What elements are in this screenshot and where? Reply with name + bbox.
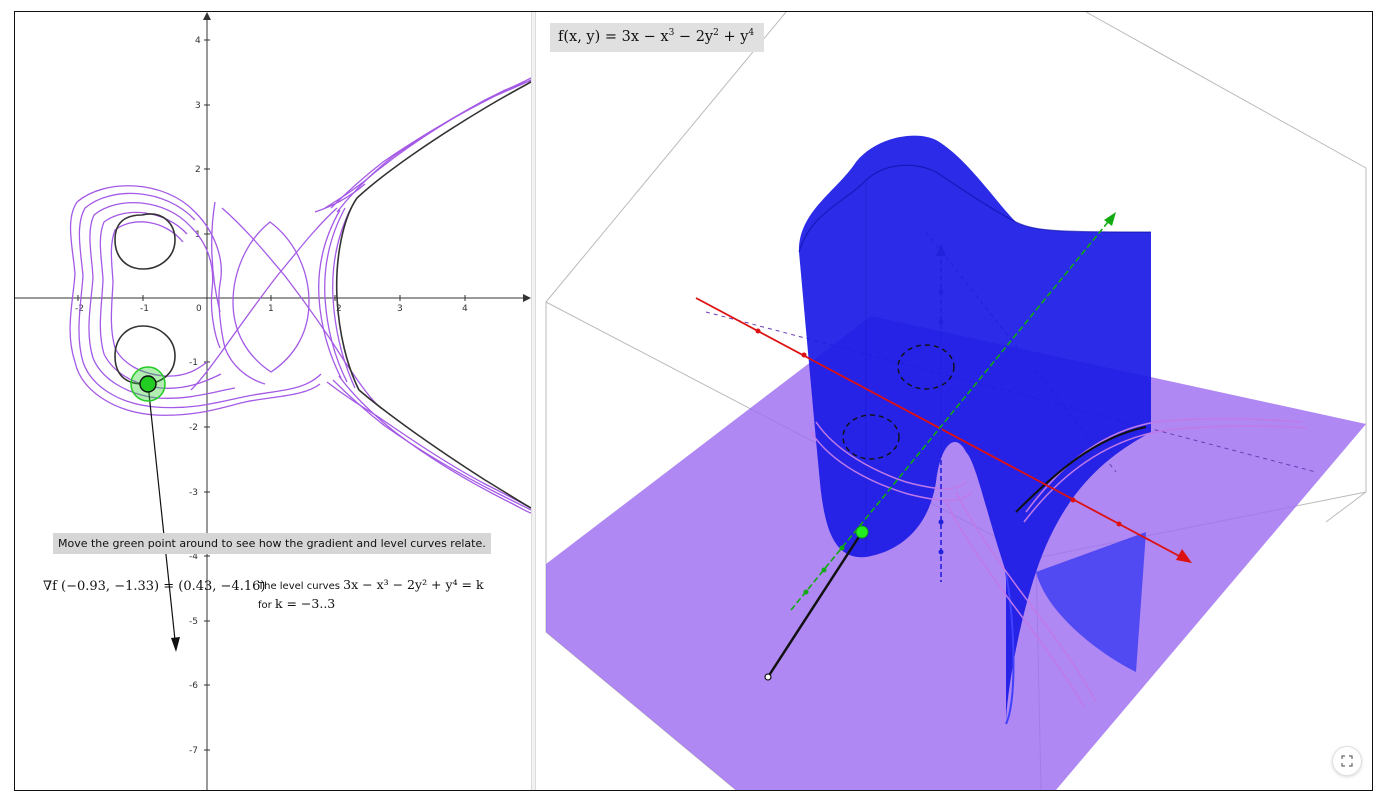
- y-tick-label: -4: [189, 552, 198, 562]
- green-point[interactable]: [130, 366, 166, 402]
- level-curves-caption: The level curves: [258, 581, 340, 592]
- xy-plane: [546, 316, 1366, 790]
- point-projection: [764, 673, 772, 681]
- x-tick-label: 1: [268, 304, 274, 314]
- x-tick-label: 4: [462, 304, 468, 314]
- function-text: + y: [718, 28, 749, 45]
- graphics-2d-canvas[interactable]: -2 -1 0 1 2 3 4 4 3 2 1 -1 -2 -3 -4 -5 -…: [15, 12, 531, 790]
- function-exponent: 2: [713, 28, 719, 38]
- x-tick-label: 3: [397, 304, 403, 314]
- y-tick-label: -5: [189, 617, 198, 627]
- y-tick-label: -7: [189, 746, 198, 756]
- x-tick-label: -1: [140, 304, 149, 314]
- surface-plot: [798, 135, 1152, 725]
- y-tick-label: -2: [189, 423, 198, 433]
- y-tick-label: 4: [195, 36, 201, 46]
- gradient-value: ∇f (−0.93, −1.33) = (0.43, −4.16): [43, 579, 266, 594]
- level-range-value: k = −3..3: [274, 596, 336, 611]
- level-curves-label: The level curves 3x − x³ − 2y² + y⁴ = k: [258, 577, 484, 592]
- point-vertical-line: [766, 531, 864, 678]
- x-tick-label: 2: [336, 304, 342, 314]
- plane-level-curves: [810, 418, 1307, 708]
- instruction-text: Move the green point around to see how t…: [53, 533, 491, 554]
- x-tick-label: 0: [196, 304, 202, 314]
- level-range-label: for k = −3..3: [258, 596, 335, 611]
- function-exponent: 3: [668, 28, 675, 38]
- y-tick-label: 2: [195, 165, 201, 175]
- level-curves-equation: 3x − x³ − 2y² + y⁴ = k: [343, 577, 484, 592]
- level-range-for: for: [258, 600, 272, 611]
- z-axis-3d: [936, 244, 946, 582]
- y-axis-3d: [790, 212, 1116, 611]
- y-tick-label: -6: [189, 681, 198, 691]
- function-definition: f(x, y) = 3x − x3 − 2y2 + y4: [550, 23, 765, 52]
- fullscreen-button[interactable]: [1332, 746, 1362, 776]
- graphics-3d-canvas[interactable]: [536, 12, 1373, 790]
- expand-icon: [1341, 755, 1353, 767]
- y-tick-label: 3: [195, 101, 201, 111]
- plane-level-curve-zero: [1015, 426, 1147, 513]
- function-exponent: 4: [748, 28, 755, 38]
- y-tick-label: -1: [189, 358, 198, 368]
- axes-2d: [15, 12, 531, 790]
- view-divider[interactable]: [531, 12, 536, 790]
- graphics-view-2d[interactable]: -2 -1 0 1 2 3 4 4 3 2 1 -1 -2 -3 -4 -5 -…: [15, 12, 531, 790]
- function-text: − 2y: [674, 28, 714, 45]
- function-text: f(x, y) = 3x − x: [558, 28, 669, 45]
- level-curves: [69, 77, 531, 514]
- hidden-contours: [842, 344, 955, 460]
- surface-point[interactable]: [855, 525, 869, 539]
- highlighted-level-curve: [114, 81, 531, 509]
- y-tick-label: -3: [189, 488, 198, 498]
- gradient-vector: [147, 383, 180, 652]
- applet-frame: -2 -1 0 1 2 3 4 4 3 2 1 -1 -2 -3 -4 -5 -…: [14, 11, 1373, 791]
- x-axis-3d: [695, 297, 1192, 563]
- graphics-view-3d[interactable]: f(x, y) = 3x − x3 − 2y2 + y4: [536, 12, 1373, 790]
